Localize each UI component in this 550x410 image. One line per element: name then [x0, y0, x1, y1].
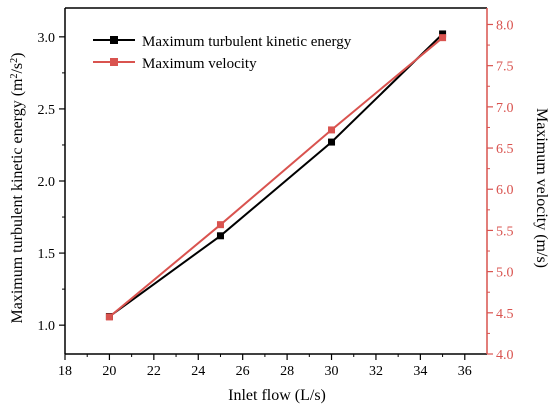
- right-y-axis-label: Maximum velocity (m/s): [533, 108, 550, 268]
- x-tick-label: 34: [413, 364, 427, 379]
- legend-marker-series-1: [110, 36, 118, 44]
- series-layer: [105, 30, 447, 321]
- left-y-tick-label: 2.0: [38, 175, 56, 190]
- x-tick-label: 36: [458, 364, 472, 379]
- series-line-2: [108, 36, 444, 318]
- left-y-axis-ticks: 1.0 1.5 2.0 2.5 3.0: [38, 31, 65, 334]
- series-1-point: [439, 30, 447, 38]
- right-y-tick-label: 5.5: [496, 224, 514, 239]
- left-y-tick-label: 1.0: [38, 319, 56, 334]
- legend-marker-series-2: [110, 58, 118, 66]
- legend: Maximum turbulent kinetic energy Maximum…: [93, 34, 352, 72]
- left-y-tick-label: 1.5: [38, 247, 56, 262]
- left-y-tick-label: 3.0: [38, 31, 56, 46]
- x-tick-label: 18: [58, 364, 72, 379]
- series-1-point: [328, 138, 336, 146]
- left-y-axis-label-sup2: 2: [9, 58, 20, 63]
- series-2-point: [328, 126, 336, 134]
- series-1-point: [216, 232, 224, 240]
- series-2-point: [105, 313, 113, 321]
- right-y-tick-label: 7.0: [496, 101, 514, 116]
- right-y-tick-label: 7.5: [496, 60, 514, 75]
- series-2-point: [439, 34, 447, 42]
- x-axis-label: Inlet flow (L/s): [228, 387, 326, 404]
- left-y-axis-label-end: ): [9, 53, 26, 58]
- left-y-axis-label-main: Maximum turbulent kinetic energy (m: [9, 78, 26, 324]
- left-y-axis-label: Maximum turbulent kinetic energy (m2/s2): [9, 53, 27, 324]
- left-y-tick-label: 2.5: [38, 103, 56, 118]
- left-y-axis-label-sup1: 2: [9, 74, 20, 79]
- right-y-tick-label: 6.0: [496, 183, 514, 198]
- x-tick-label: 20: [102, 364, 116, 379]
- x-axis-ticks: 18 20 22 24 26 28 30 32 34 36: [58, 354, 472, 379]
- right-y-tick-label: 4.0: [496, 348, 514, 363]
- right-y-tick-label: 6.5: [496, 142, 514, 157]
- legend-label-series-2: Maximum velocity: [142, 56, 257, 72]
- x-tick-label: 22: [147, 364, 161, 379]
- right-y-tick-label: 5.0: [496, 266, 514, 281]
- x-tick-label: 30: [325, 364, 339, 379]
- x-tick-label: 24: [191, 364, 205, 379]
- left-y-axis-label-mid: /s: [9, 63, 26, 74]
- legend-label-series-1: Maximum turbulent kinetic energy: [142, 34, 352, 50]
- right-y-tick-label: 4.5: [496, 307, 514, 322]
- right-y-tick-label: 8.0: [496, 18, 514, 33]
- x-tick-label: 32: [369, 364, 383, 379]
- right-y-axis-ticks: 4.0 4.5 5.0 5.5 6.0 6.5 7.0 7.5 8.0: [487, 18, 514, 363]
- x-tick-label: 26: [236, 364, 250, 379]
- x-tick-label: 28: [280, 364, 294, 379]
- series-2-point: [216, 221, 224, 229]
- series-line-1: [108, 33, 444, 318]
